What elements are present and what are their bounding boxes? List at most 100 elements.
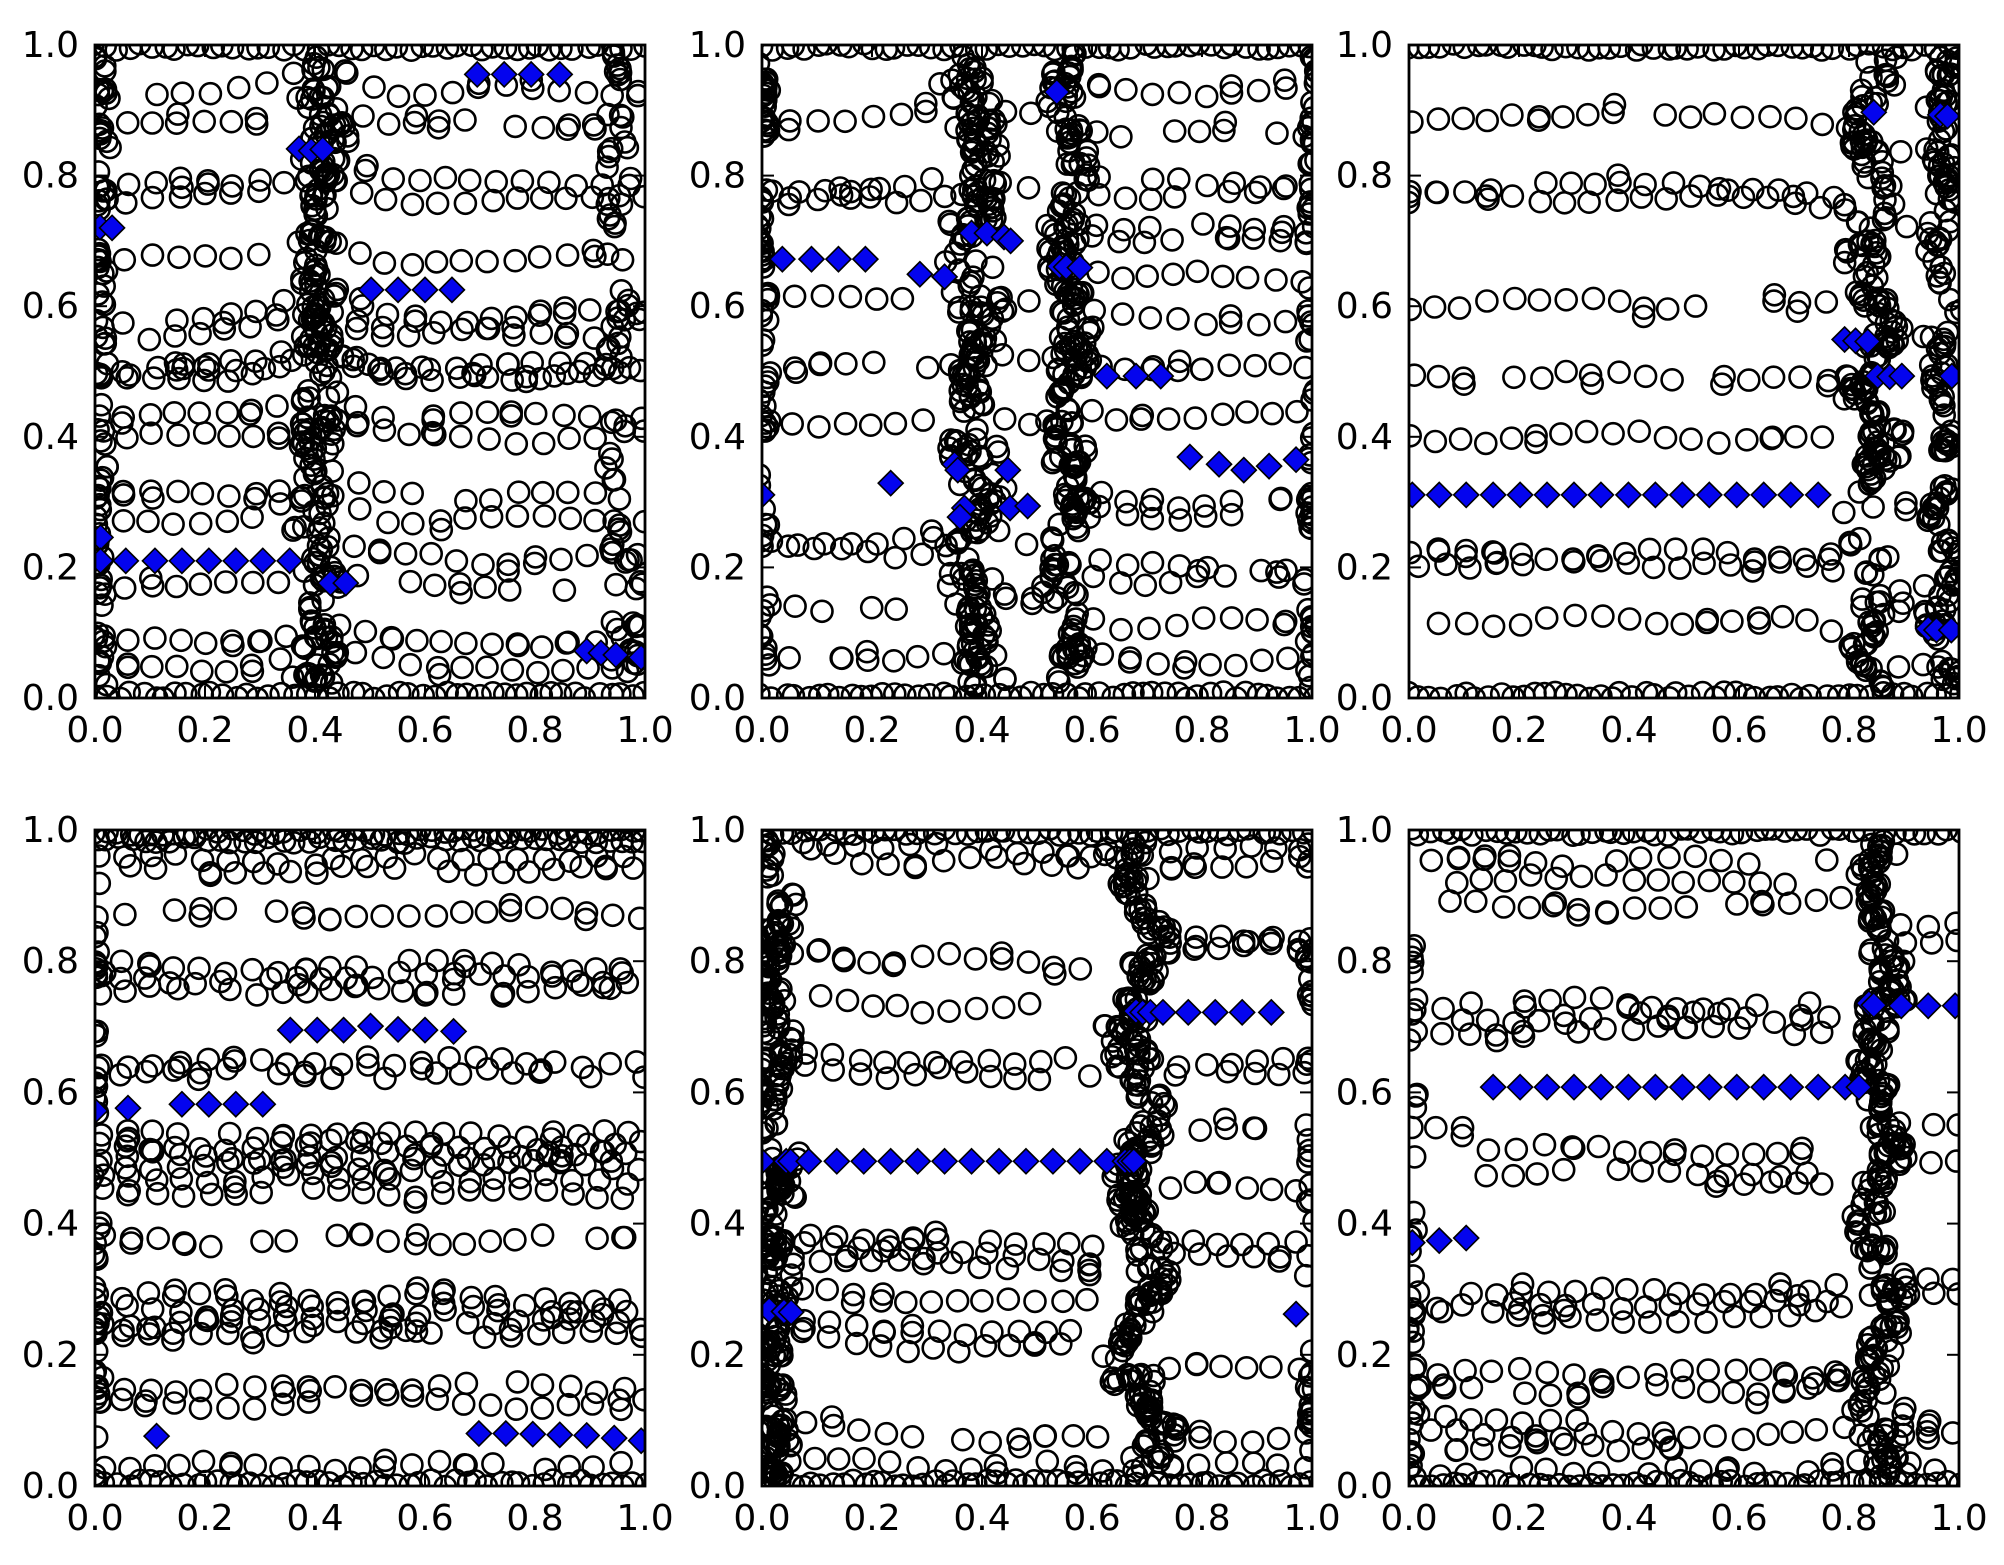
subplot-r2c2: 0.00.0 0.2 0.2 0.4 0.4 0.6 0.6 0.8 0.8 1.0 1.0 xyxy=(689,810,1341,1539)
diamond-marker xyxy=(1914,992,1942,1020)
diamond-marker xyxy=(904,1147,932,1175)
x-tick-label: 0.8 xyxy=(506,710,563,751)
diamond-marker xyxy=(1560,481,1588,509)
x-tick-label: 0.4 xyxy=(1600,1498,1657,1539)
diamond-marker xyxy=(777,1298,805,1326)
tick-labels: 0.00.0 0.2 0.2 0.4 0.4 0.6 0.6 0.8 0.8 1.0 1.0 xyxy=(22,810,674,1539)
diamond-marker xyxy=(627,1427,645,1455)
y-tick-label: 0.8 xyxy=(22,156,79,197)
diamond-marker xyxy=(930,263,959,291)
diamond-marker xyxy=(906,260,934,288)
y-tick-label: 0.6 xyxy=(689,286,746,327)
y-tick-label: 0.4 xyxy=(689,1204,746,1245)
x-tick-label: 0.4 xyxy=(286,710,343,751)
diamond-marker xyxy=(1723,481,1751,509)
diamond-marker xyxy=(1043,78,1071,106)
diamond-marker xyxy=(1120,1147,1148,1175)
diamond-marker xyxy=(1860,98,1888,126)
x-tick-label: 0.8 xyxy=(1173,1498,1230,1539)
y-tick-label: 0.8 xyxy=(689,941,746,982)
diamond-marker xyxy=(1860,991,1888,1019)
x-tick-label: 0.6 xyxy=(1063,710,1120,751)
diamond-marker xyxy=(222,547,250,575)
y-tick-label: 0.8 xyxy=(1336,156,1393,197)
y-tick-label: 0.0 xyxy=(22,1466,79,1507)
diamond-marker xyxy=(1149,998,1177,1026)
diamond-marker xyxy=(1409,1228,1426,1257)
diamond-marker xyxy=(877,469,905,497)
diamond-marker xyxy=(141,547,169,575)
diamond-marker xyxy=(1093,362,1121,390)
diamond-marker xyxy=(95,547,115,575)
diamond-marker xyxy=(930,1147,959,1175)
diamond-marker xyxy=(1147,362,1175,390)
diamond-marker xyxy=(1201,998,1229,1026)
diamond-marker xyxy=(602,641,630,669)
subplot-r1c3: 0.00.0 0.2 0.2 0.4 0.4 0.6 0.6 0.8 0.8 1.0 1.0 xyxy=(1336,25,1988,751)
diamond-marker xyxy=(1937,616,1959,644)
diamond-marker xyxy=(1888,362,1916,390)
diamond-marker xyxy=(142,1422,171,1450)
diamond-marker xyxy=(1533,481,1561,509)
axes-frame xyxy=(760,828,1314,1488)
diamond-marker xyxy=(944,456,972,484)
diamond-marker xyxy=(546,1421,574,1449)
x-tick-label: 0.2 xyxy=(176,1498,233,1539)
diamond-marker xyxy=(627,643,645,672)
diamond-marker xyxy=(1845,1073,1873,1101)
axes-frame xyxy=(760,43,1314,700)
diamond-marker xyxy=(1282,446,1310,474)
diamond-marker xyxy=(332,569,360,597)
diamond-marker xyxy=(384,1015,412,1044)
x-tick-label: 0.0 xyxy=(1380,710,1437,751)
y-tick-label: 0.8 xyxy=(22,941,79,982)
y-tick-label: 1.0 xyxy=(1336,810,1393,851)
x-tick-label: 0.4 xyxy=(286,1498,343,1539)
diamond-marker xyxy=(957,1147,986,1175)
diamond-marker xyxy=(276,547,304,575)
diamond-marker xyxy=(1066,1147,1094,1175)
diamond-marker xyxy=(95,1097,109,1125)
y-tick-label: 0.6 xyxy=(1336,286,1393,327)
diamond-marker xyxy=(1012,1147,1040,1175)
data-points xyxy=(95,45,645,698)
subplot-r2c3: 0.00.0 0.2 0.2 0.4 0.4 0.6 0.6 0.8 0.8 1.0 1.0 xyxy=(1336,810,1988,1539)
diamond-marker xyxy=(1228,998,1256,1026)
diamond-marker xyxy=(1614,1073,1643,1101)
y-tick-label: 0.6 xyxy=(22,286,79,327)
y-tick-label: 0.2 xyxy=(689,547,746,588)
y-tick-label: 1.0 xyxy=(22,810,79,851)
diamond-marker xyxy=(1804,1073,1832,1101)
diamond-marker xyxy=(1066,254,1094,282)
diamond-marker xyxy=(1695,481,1723,509)
y-tick-label: 0.2 xyxy=(22,547,79,588)
x-tick-label: 1.0 xyxy=(1283,710,1340,751)
diamond-marker xyxy=(1777,481,1805,509)
diamond-marker xyxy=(384,276,412,304)
diamond-marker xyxy=(112,547,140,575)
y-tick-label: 1.0 xyxy=(1336,25,1393,66)
diamond-marker xyxy=(1174,998,1202,1026)
y-tick-label: 0.4 xyxy=(1336,417,1393,458)
data-points xyxy=(95,830,645,1486)
diamond-marker xyxy=(1854,327,1882,356)
diamond-marker xyxy=(222,1090,250,1118)
tick-labels: 0.00.0 0.2 0.2 0.4 0.4 0.6 0.6 0.8 0.8 1.0 1.0 xyxy=(1336,810,1988,1539)
diamond-marker xyxy=(1777,1073,1805,1101)
axes-frame xyxy=(93,828,647,1488)
diamond-marker xyxy=(1506,481,1534,509)
diamond-marker xyxy=(329,1016,358,1044)
diamond-marker xyxy=(490,60,518,89)
diamond-marker xyxy=(762,1147,776,1175)
diamond-marker xyxy=(851,245,880,273)
y-tick-label: 1.0 xyxy=(22,25,79,66)
diamond-marker xyxy=(1452,1224,1480,1252)
diamond-marker xyxy=(1587,1073,1615,1101)
x-tick-label: 1.0 xyxy=(1930,710,1987,751)
diamond-marker xyxy=(850,1147,878,1175)
x-tick-label: 0.2 xyxy=(176,710,233,751)
diamond-marker xyxy=(824,245,853,273)
x-tick-label: 1.0 xyxy=(616,710,673,751)
diamond-marker xyxy=(823,1147,851,1175)
